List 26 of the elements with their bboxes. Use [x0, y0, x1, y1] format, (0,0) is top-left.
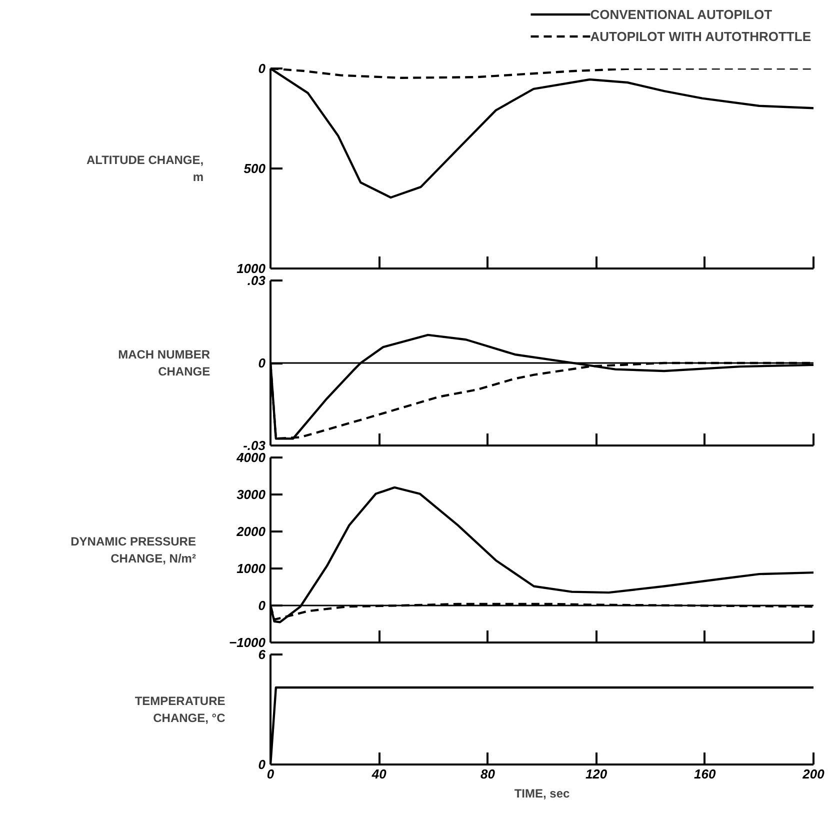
- x-tick-label: 40: [370, 766, 388, 782]
- x-tick-label: 200: [802, 766, 826, 782]
- y-tick-label: .03: [247, 273, 266, 288]
- y-axis-title: ALTITUDE CHANGE, m: [86, 153, 204, 184]
- x-tick-label: 120: [585, 766, 608, 782]
- x-axis-title: TIME, sec: [514, 786, 570, 800]
- y-tick-label: 0: [258, 598, 266, 613]
- y-axis-title: DYNAMIC PRESSURE CHANGE, N/m²: [70, 534, 196, 566]
- y-axis-title: MACH NUMBER CHANGE: [118, 348, 210, 378]
- legend-label: AUTOPILOT WITH AUTOTHROTTLE: [590, 28, 811, 44]
- x-tick-label: 80: [480, 766, 496, 782]
- y-tick-label: -.03: [243, 438, 266, 453]
- y-tick-label: 1000: [236, 561, 266, 576]
- y-tick-label: 0: [258, 757, 266, 772]
- legend-label: CONVENTIONAL AUTOPILOT: [590, 6, 772, 22]
- y-tick-label: 4000: [236, 450, 266, 465]
- y-tick-label: 2000: [236, 524, 266, 539]
- y-tick-label: 1000: [236, 261, 266, 276]
- y-tick-label: 6: [258, 647, 266, 662]
- y-tick-label: 0: [258, 356, 266, 370]
- y-tick-label: 500: [244, 161, 266, 176]
- x-tick-label: 160: [694, 766, 717, 782]
- y-tick-label: −1000: [228, 635, 266, 650]
- y-tick-label: 0: [258, 61, 266, 76]
- y-axis-title: TEMPERATURE CHANGE, °C: [134, 694, 226, 725]
- y-tick-label: 3000: [236, 487, 266, 502]
